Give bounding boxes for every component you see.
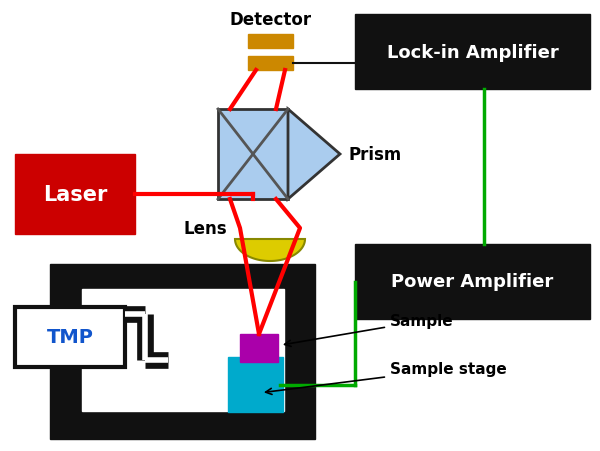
Bar (50, 264, 315, 439)
Text: Prism: Prism (348, 146, 401, 164)
Bar (228, 357, 283, 412)
Bar (218, 110, 288, 199)
Bar (15, 155, 135, 235)
Bar (248, 35, 293, 49)
Text: Power Amplifier: Power Amplifier (391, 273, 554, 291)
Text: Sample stage: Sample stage (266, 362, 507, 395)
Bar (355, 15, 590, 90)
Text: Lens: Lens (184, 220, 227, 238)
Bar (240, 334, 278, 362)
Text: Laser: Laser (43, 184, 107, 205)
Text: TMP: TMP (47, 328, 94, 347)
Polygon shape (288, 110, 340, 199)
Text: Sample: Sample (284, 314, 454, 347)
Bar (15, 307, 125, 367)
Bar (82, 290, 284, 411)
Text: Detector: Detector (229, 11, 311, 29)
Bar (248, 57, 293, 71)
Bar (355, 244, 590, 319)
Text: Lock-in Amplifier: Lock-in Amplifier (386, 43, 559, 61)
Polygon shape (235, 239, 305, 262)
